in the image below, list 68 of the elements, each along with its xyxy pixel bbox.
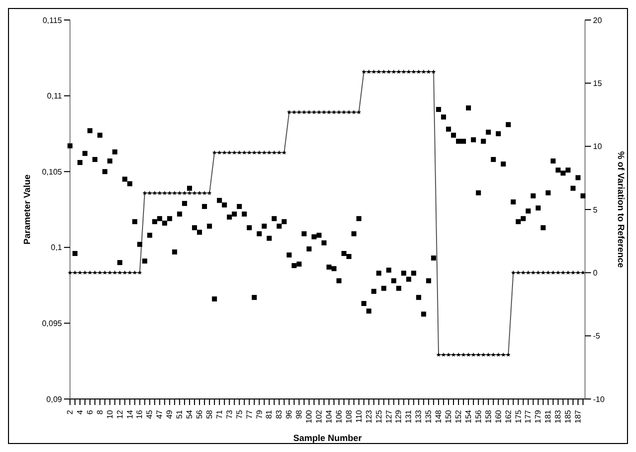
x-tick-label: 75 [234,409,244,419]
x-tick-label: 175 [514,409,523,424]
x-tick-label: 110 [354,409,364,423]
x-tick-label: 12 [115,409,124,419]
y2-tick-label: -5 [593,332,601,341]
x-tick-label: 73 [224,409,234,419]
x-tick-label: 71 [214,409,224,419]
x-axis-title: Sample Number [293,433,362,443]
x-tick-label: 10 [105,409,114,419]
x-tick-label: 77 [244,409,254,419]
x-tick-label: 14 [125,409,134,419]
x-tick-label: 162 [504,409,513,424]
y-tick-label: 0,11 [47,92,63,101]
x-tick-label: 98 [294,409,304,419]
y2-tick-label: 15 [593,79,602,88]
y2-tick-label: -10 [593,394,606,404]
x-tick-label: 187 [574,409,583,424]
x-tick-label: 148 [434,409,444,424]
x-tick-label: 177 [524,409,533,424]
y2-tick-label: 20 [593,16,602,25]
x-tick-label: 16 [135,409,144,419]
x-tick-label: 154 [464,409,473,424]
x-tick-label: 102 [314,409,324,424]
y-axis-title: Parameter Value [22,174,32,245]
x-tick-label: 185 [564,409,573,424]
x-tick-label: 135 [424,409,434,424]
y2-tick-label: 10 [593,142,602,152]
x-tick-label: 49 [165,409,174,419]
x-tick-label: 108 [344,409,354,424]
y2-axis-title: % of Variation to Reference [616,151,626,268]
x-tick-label: 179 [534,409,543,424]
y-tick-label: 0,1 [50,243,63,252]
x-tick-label: 156 [474,409,483,424]
x-tick-label: 45 [145,409,154,419]
x-tick-label: 96 [284,409,294,419]
y-tick-label: 0,095 [42,319,63,328]
x-tick-label: 104 [324,409,334,424]
y-tick-label: 0,105 [42,167,63,176]
x-tick-label: 160 [494,409,503,424]
x-tick-label: 83 [274,409,284,419]
y-tick-label: 0,115 [42,16,63,25]
x-tick-label: 2 [66,409,74,414]
x-tick-label: 100 [304,409,314,424]
y2-tick-label: 5 [593,205,598,214]
x-tick-label: 106 [334,409,344,424]
x-tick-label: 152 [454,409,463,424]
y-tick-label: 0,09 [46,394,63,404]
x-tick-label: 125 [374,409,384,424]
x-tick-label: 58 [204,409,214,419]
x-tick-label: 127 [384,409,394,424]
x-tick-label: 158 [484,409,493,424]
x-tick-label: 181 [544,409,553,424]
x-tick-label: 8 [95,409,104,414]
x-tick-label: 129 [394,409,404,424]
x-tick-label: 183 [554,409,563,424]
x-tick-label: 56 [194,409,204,419]
x-tick-label: 6 [85,409,94,414]
x-tick-label: 123 [364,409,374,424]
x-tick-label: 150 [444,409,454,424]
x-tick-label: 79 [254,409,264,419]
x-tick-label: 4 [75,409,84,414]
x-tick-label: 81 [264,409,274,419]
x-tick-label: 47 [155,409,164,419]
x-tick-label: 131 [404,409,414,424]
x-tick-label: 133 [414,409,424,424]
x-tick-label: 51 [175,409,184,419]
y2-tick-label: 0 [593,268,598,278]
x-tick-label: 54 [185,409,194,419]
